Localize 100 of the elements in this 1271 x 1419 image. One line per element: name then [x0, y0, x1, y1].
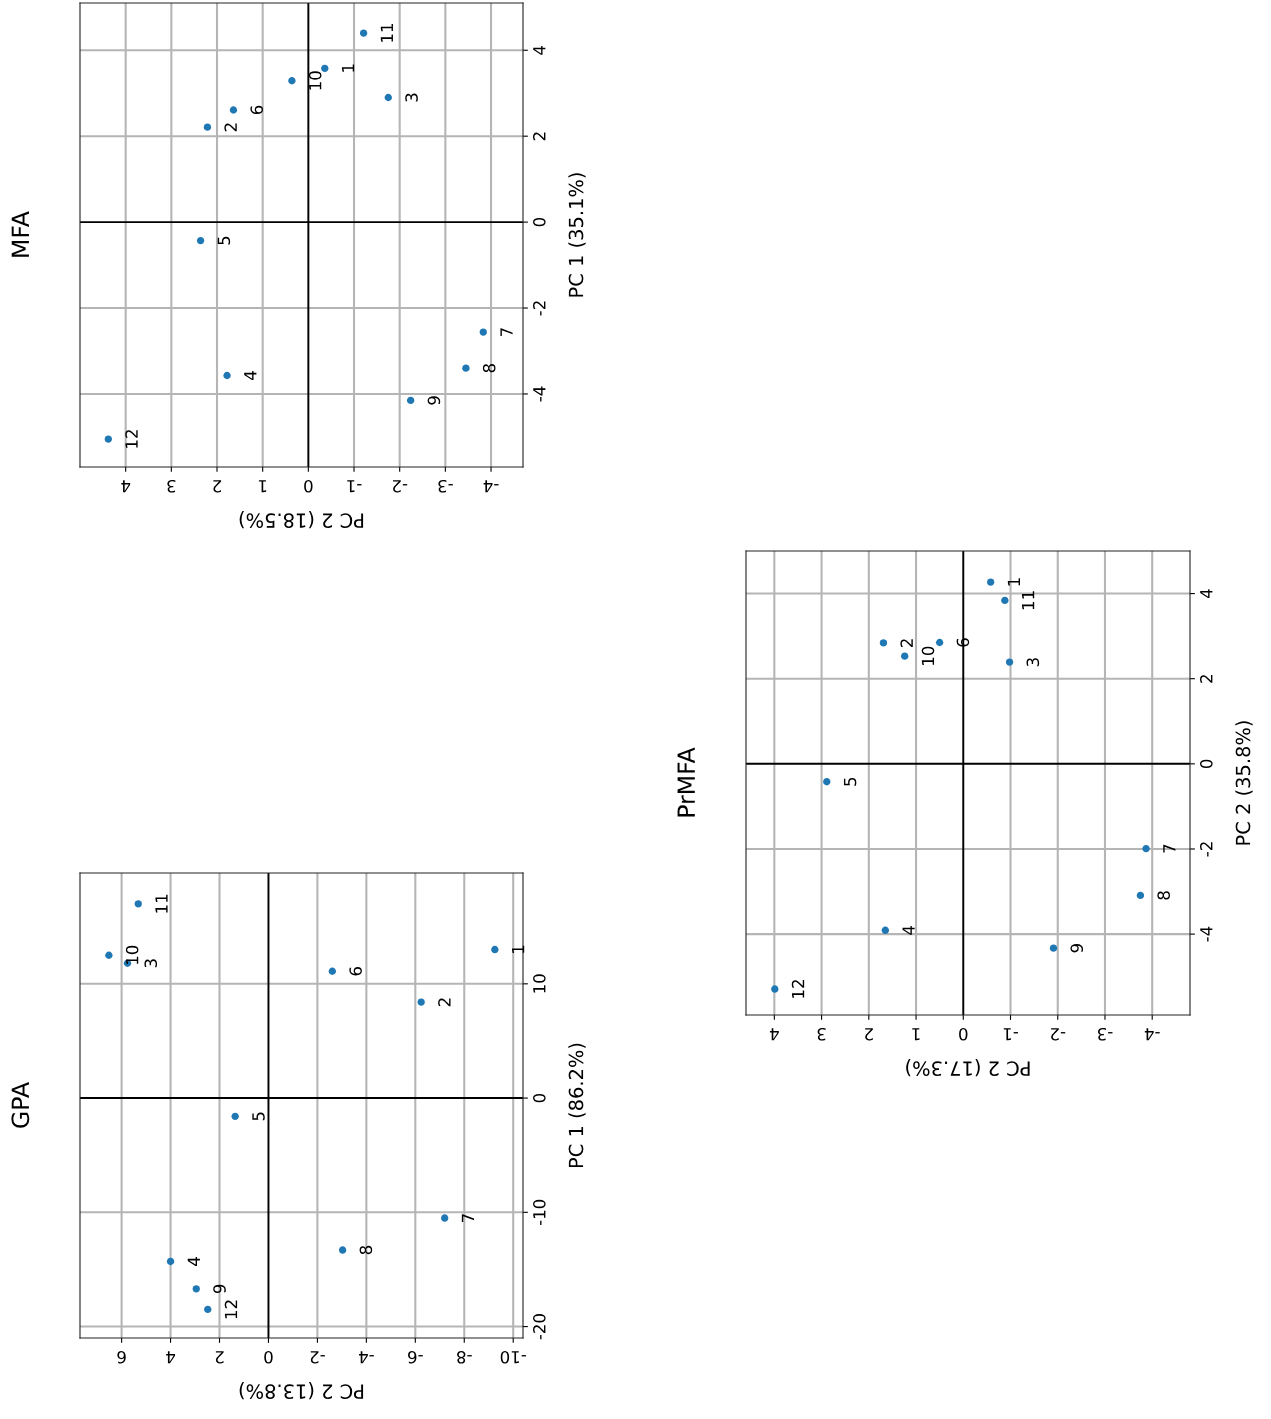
x-tick-label: 4 — [121, 480, 131, 493]
x-tick-label: 0 — [264, 1350, 273, 1364]
point — [105, 951, 113, 959]
x-tick-label: -8 — [457, 1350, 472, 1364]
x-tick-label: -1 — [1003, 1028, 1018, 1041]
point — [441, 1214, 449, 1222]
annotation: 6 — [250, 105, 264, 115]
point — [823, 778, 831, 786]
x-axis-title: PC 2 (13.8%) — [239, 1382, 364, 1400]
annotation: 3 — [405, 93, 418, 102]
point — [771, 985, 779, 993]
x-tick-label: -6 — [408, 1350, 423, 1364]
annotation: 1 — [512, 945, 525, 954]
x-tick-label: -3 — [438, 479, 453, 493]
y-tick-label: 0 — [533, 1093, 546, 1103]
y-tick-label: -4 — [1200, 926, 1213, 942]
x-tick-label: -4 — [1144, 1028, 1160, 1041]
x-tick-label: 1 — [258, 480, 267, 493]
y-tick-label: -2 — [1200, 842, 1213, 857]
point — [288, 77, 296, 85]
point — [901, 652, 909, 660]
y-axis-title: PC 1 (86.2%) — [568, 1043, 586, 1168]
annotation: 11 — [380, 24, 393, 42]
annotation: 5 — [843, 777, 857, 786]
annotation: 8 — [1157, 891, 1170, 900]
point — [1005, 658, 1014, 666]
annotation: 9 — [1070, 944, 1084, 953]
annotation: 8 — [482, 364, 496, 373]
annotation: 3 — [144, 959, 158, 968]
x-tick-label: 2 — [215, 1351, 224, 1364]
annotation: 10 — [921, 646, 935, 665]
point — [879, 639, 888, 647]
y-tick-label: 2 — [1200, 675, 1213, 683]
y-tick-label: 0 — [533, 217, 546, 227]
x-tick-label: -2 — [393, 480, 408, 493]
x-axis-title: PC 2 (18.5%) — [239, 511, 364, 529]
x-tick-label: 2 — [865, 1028, 873, 1041]
point — [134, 900, 142, 908]
point — [196, 236, 205, 245]
point — [491, 945, 499, 954]
annotation: 8 — [359, 1245, 373, 1255]
annotation: 5 — [217, 236, 231, 245]
text: MFA — [11, 211, 29, 257]
point — [406, 396, 415, 405]
y-axis-title: PC 2 (35.8%) — [1235, 721, 1253, 845]
y-tick-label: -2 — [533, 301, 546, 316]
annotation: 5 — [252, 1112, 265, 1121]
annotation: 9 — [427, 396, 441, 405]
annotation: 7 — [500, 328, 513, 337]
annotation: 1 — [341, 64, 355, 72]
annotation: 4 — [187, 1257, 200, 1266]
x-tick-label: 4 — [769, 1028, 779, 1041]
point — [881, 926, 890, 934]
point — [1136, 891, 1145, 900]
y-tick-label: 0 — [1200, 759, 1213, 769]
x-tick-label: 3 — [167, 479, 176, 493]
x-tick-label: -10 — [500, 1350, 527, 1364]
point — [338, 1246, 347, 1254]
annotation: 4 — [902, 925, 915, 935]
annotation: 9 — [213, 1284, 226, 1294]
point — [204, 1305, 212, 1314]
x-tick-label: -4 — [483, 480, 499, 493]
x-axis-title: PC 2 (17.3%) — [906, 1059, 1030, 1077]
annotation: 7 — [461, 1214, 475, 1222]
text: GPA — [11, 1082, 30, 1128]
point — [384, 93, 392, 102]
y-tick-label: -20 — [533, 1314, 546, 1340]
x-tick-label: -1 — [347, 480, 362, 493]
annotation: 2 — [224, 123, 237, 132]
x-tick-label: 4 — [166, 1351, 176, 1364]
annotation: 12 — [224, 1300, 238, 1319]
point — [1142, 844, 1150, 853]
point — [231, 1112, 239, 1121]
annotation: 12 — [125, 430, 138, 448]
point — [203, 123, 212, 131]
x-tick-label: 3 — [817, 1027, 826, 1041]
point — [321, 64, 329, 72]
y-tick-label: -4 — [533, 386, 546, 402]
point — [935, 638, 944, 647]
annotation: 2 — [900, 639, 913, 648]
point — [479, 328, 487, 336]
point — [223, 371, 231, 380]
y-tick-label: 4 — [1200, 589, 1213, 599]
annotation: 2 — [438, 998, 451, 1007]
y-axis-title: PC 1 (35.1%) — [568, 173, 586, 297]
point — [462, 364, 470, 372]
annotation: 4 — [244, 371, 257, 380]
annotation: 12 — [791, 980, 805, 998]
annotation: 6 — [349, 967, 362, 976]
point — [417, 998, 425, 1006]
y-tick-label: 4 — [533, 45, 546, 55]
point — [192, 1285, 200, 1293]
annotation: 1 — [1007, 578, 1020, 586]
annotation: 3 — [1026, 658, 1040, 667]
point — [229, 106, 238, 114]
annotation: 7 — [1163, 844, 1176, 853]
x-tick-label: -4 — [358, 1351, 374, 1364]
point — [328, 967, 337, 975]
annotation: 11 — [155, 894, 168, 913]
x-tick-label: -2 — [1051, 1028, 1066, 1041]
